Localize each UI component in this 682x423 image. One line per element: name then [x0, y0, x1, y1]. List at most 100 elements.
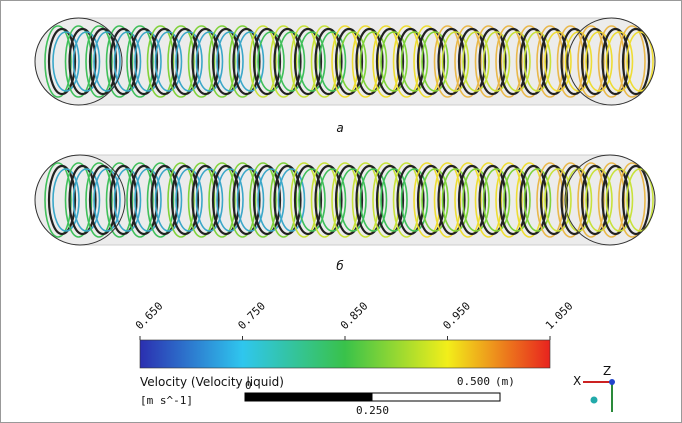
streamline [605, 168, 634, 232]
streamline [392, 25, 421, 98]
streamline [339, 168, 367, 232]
streamline [498, 164, 528, 236]
streamline [211, 27, 241, 96]
streamline [597, 25, 626, 98]
streamline [109, 27, 138, 96]
colorbar-tick-label: 0.650 [133, 300, 166, 333]
streamline [539, 164, 569, 236]
streamline [359, 168, 388, 232]
colorbar-tick-label: 1.050 [543, 300, 576, 333]
colorbar-tick-label: 0.750 [235, 300, 268, 333]
streamline [416, 164, 446, 236]
streamline [129, 164, 159, 236]
streamline [314, 27, 343, 96]
scale-tick-label: 0.250 [356, 404, 389, 417]
scale-tick-label: 0 [245, 379, 252, 392]
streamline [167, 162, 195, 238]
streamline [216, 31, 244, 92]
streamline [232, 164, 261, 236]
streamline [462, 31, 490, 92]
streamline [503, 31, 531, 92]
streamline [216, 168, 244, 232]
streamline [318, 168, 347, 232]
streamline [519, 164, 548, 236]
streamline [433, 25, 462, 98]
streamline [290, 162, 318, 238]
streamline [269, 162, 298, 238]
streamline [44, 162, 72, 238]
streamline [208, 25, 236, 98]
streamline [515, 162, 544, 238]
streamline [277, 31, 306, 92]
streamline [597, 162, 626, 238]
streamline [170, 164, 200, 236]
streamline [150, 164, 179, 236]
streamline [400, 168, 429, 232]
streamline [585, 31, 613, 92]
streamline [433, 162, 462, 238]
streamline [146, 162, 175, 238]
streamline [228, 162, 257, 238]
streamline [232, 27, 261, 96]
streamline [68, 164, 97, 236]
scale-unit: (m) [495, 375, 515, 388]
streamline [298, 168, 326, 232]
streamline [605, 31, 634, 92]
streamline [314, 164, 343, 236]
streamline [105, 25, 134, 98]
streamline [478, 164, 507, 236]
streamline [113, 31, 142, 92]
streamline [441, 168, 470, 232]
streamline [154, 168, 183, 232]
streamline [269, 25, 298, 98]
streamline [126, 25, 154, 98]
streamline [618, 162, 646, 238]
streamline [170, 27, 200, 96]
streamline [88, 27, 118, 96]
streamline [375, 27, 405, 96]
streamline [331, 162, 359, 238]
streamline [421, 168, 449, 232]
streamline [396, 164, 425, 236]
streamline [359, 31, 388, 92]
streamline [72, 168, 101, 232]
streamline [503, 168, 531, 232]
streamline [228, 25, 257, 98]
streamline [334, 27, 364, 96]
streamline [273, 27, 302, 96]
colorbar [139, 339, 551, 369]
scale-bar: 0 0.250 0.500 [244, 375, 501, 417]
pipes [34, 17, 656, 246]
streamline [400, 31, 429, 92]
streamline [68, 27, 97, 96]
streamline [290, 25, 318, 98]
streamline [126, 162, 154, 238]
streamline [339, 31, 367, 92]
streamline [93, 168, 121, 232]
streamline [277, 168, 306, 232]
streamline [257, 31, 285, 92]
streamline [208, 162, 236, 238]
pipe-end [34, 154, 126, 246]
streamline [351, 162, 380, 238]
streamline [150, 27, 179, 96]
streamline [167, 25, 195, 98]
streamline [523, 31, 552, 92]
streamline [515, 25, 544, 98]
streamline [146, 25, 175, 98]
streamline [85, 25, 113, 98]
streamline [474, 162, 503, 238]
streamline [175, 168, 203, 232]
streamline [437, 164, 466, 236]
streamline [601, 164, 630, 236]
axis-triad: X Z [573, 364, 615, 412]
streamline [109, 164, 138, 236]
streamline [236, 168, 265, 232]
streamline [351, 25, 380, 98]
streamline [93, 31, 121, 92]
streamline [191, 27, 220, 96]
streamline [539, 27, 569, 96]
streamline [47, 27, 77, 96]
streamline [175, 31, 203, 92]
